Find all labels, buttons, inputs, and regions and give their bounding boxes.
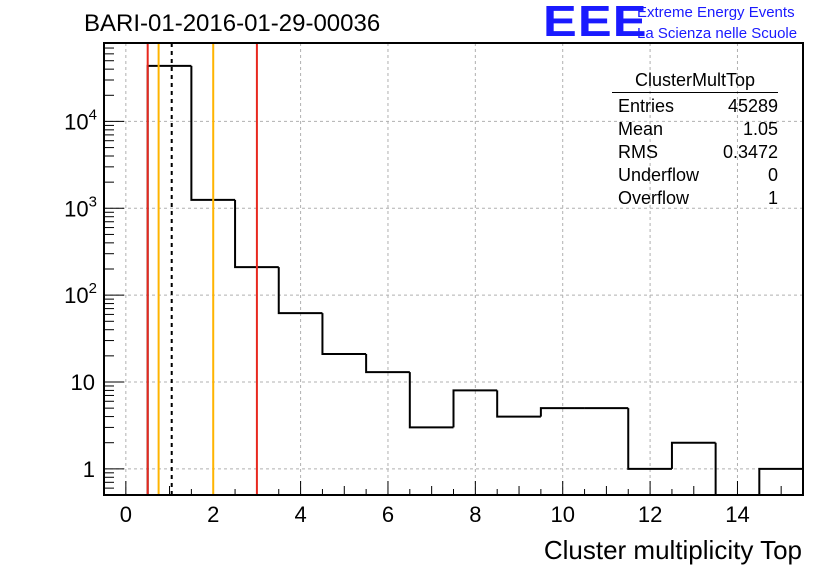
stats-label: Overflow xyxy=(618,187,689,210)
y-tick-label: 10 xyxy=(71,370,95,395)
y-tick-label: 104 xyxy=(64,106,97,134)
x-tick-label: 0 xyxy=(120,502,132,527)
histogram-bin xyxy=(148,66,192,495)
stats-value: 1 xyxy=(768,187,778,210)
x-tick-label: 4 xyxy=(294,502,306,527)
y-tick-label: 1 xyxy=(83,457,95,482)
x-tick-label: 12 xyxy=(638,502,662,527)
stats-label: Underflow xyxy=(618,164,699,187)
stats-row-entries: Entries 45289 xyxy=(612,95,778,118)
stats-label: Mean xyxy=(618,118,663,141)
logo-line-1: Extreme Energy Events xyxy=(637,4,795,21)
x-tick-label: 8 xyxy=(469,502,481,527)
stats-value: 1.05 xyxy=(743,118,778,141)
plot-title: BARI-01-2016-01-29-00036 xyxy=(84,10,380,38)
x-axis-label: Cluster multiplicity Top xyxy=(544,535,802,566)
histogram-bin xyxy=(497,390,541,416)
y-tick-label: 103 xyxy=(64,193,97,221)
stats-value: 45289 xyxy=(728,95,778,118)
stats-value: 0.3472 xyxy=(723,141,778,164)
logo-line-2: La Scienza nelle Scuole xyxy=(637,25,797,42)
histogram-bin xyxy=(410,372,454,427)
stats-box: ClusterMultTop Entries 45289 Mean 1.05 R… xyxy=(612,70,778,210)
stats-value: 0 xyxy=(768,164,778,187)
stats-row-rms: RMS 0.3472 xyxy=(612,141,778,164)
stats-label: RMS xyxy=(618,141,658,164)
eee-logo: EEE xyxy=(543,0,648,44)
stats-row-mean: Mean 1.05 xyxy=(612,118,778,141)
histogram-bin xyxy=(322,313,366,354)
stats-label: Entries xyxy=(618,95,674,118)
x-tick-label: 10 xyxy=(550,502,574,527)
stats-row-underflow: Underflow 0 xyxy=(612,164,778,187)
x-tick-label: 6 xyxy=(382,502,394,527)
x-tick-label: 2 xyxy=(207,502,219,527)
stats-row-overflow: Overflow 1 xyxy=(612,187,778,210)
x-tick-label: 14 xyxy=(725,502,749,527)
histogram-bin xyxy=(672,443,716,469)
stats-title: ClusterMultTop xyxy=(612,70,778,93)
y-tick-label: 102 xyxy=(64,280,97,308)
